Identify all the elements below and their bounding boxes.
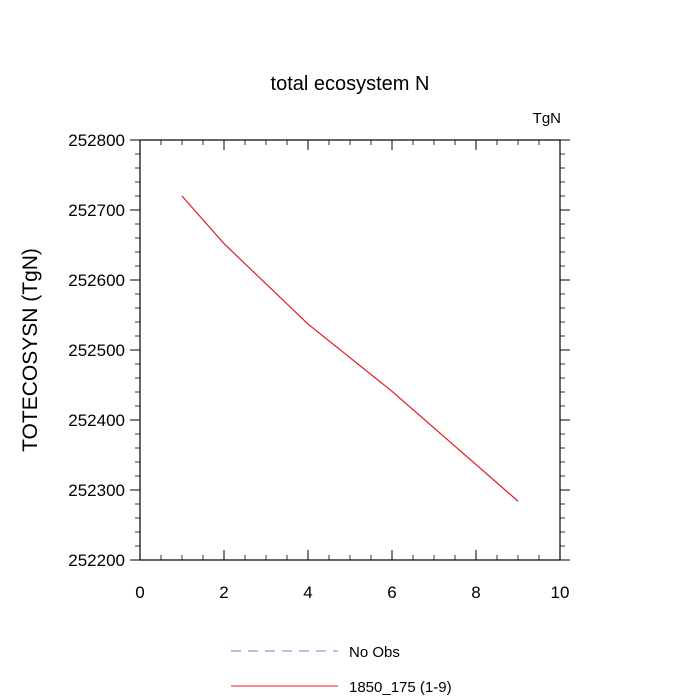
x-tick-label: 2 [219,583,228,602]
legend: No Obs 1850_175 (1-9) [231,644,452,696]
chart-title: total ecosystem N [271,73,430,95]
units-label: TgN [533,110,561,127]
y-tick-label: 252200 [68,551,125,570]
x-tick-label: 10 [551,583,570,602]
x-tick-label: 4 [303,583,312,602]
major-ticks [130,139,570,561]
tick-labels: 0 2 4 6 8 10 252200 252300 252400 252500 252600 252… [68,131,569,602]
legend-label: 1850_175 (1-9) [349,679,452,696]
legend-label: No Obs [349,644,400,661]
x-tick-label: 6 [387,583,396,602]
y-tick-label: 252400 [68,411,125,430]
x-tick-label: 8 [471,583,480,602]
y-tick-label: 252300 [68,481,125,500]
plot-frame [139,139,561,561]
series-line-1 [181,195,519,502]
y-axis-label: TOTECOSYSN (TgN) [19,248,42,452]
x-tick-label: 0 [135,583,144,602]
y-tick-label: 252600 [68,271,125,290]
minor-ticks [135,140,565,560]
y-tick-label: 252800 [68,131,125,150]
y-tick-label: 252500 [68,341,125,360]
series-layer [181,195,519,502]
y-tick-label: 252700 [68,201,125,220]
